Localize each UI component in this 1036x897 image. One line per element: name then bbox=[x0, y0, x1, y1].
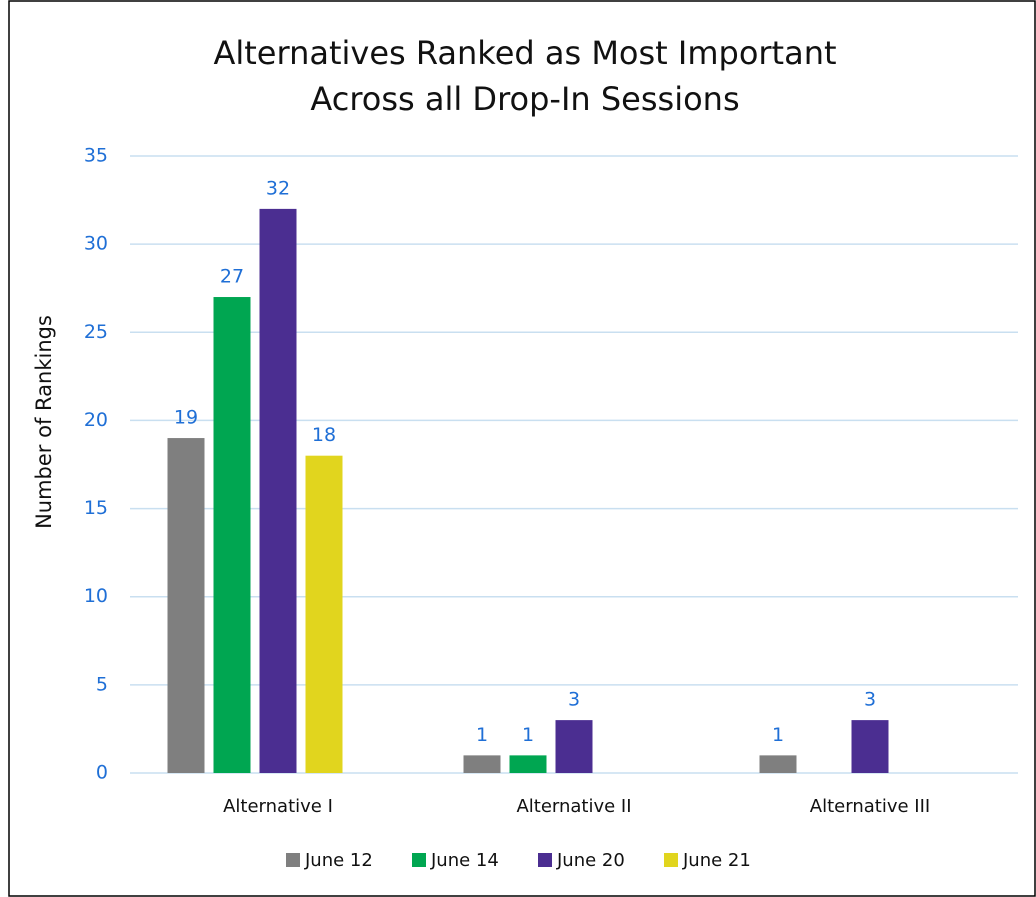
bar bbox=[759, 755, 797, 773]
legend-label: June 21 bbox=[682, 850, 751, 871]
bar bbox=[167, 438, 205, 773]
y-tick-label: 0 bbox=[96, 762, 108, 784]
bar bbox=[463, 755, 501, 773]
legend-swatch bbox=[286, 853, 300, 867]
legend-label: June 20 bbox=[556, 850, 625, 871]
value-label: 3 bbox=[568, 689, 580, 711]
legend-swatch bbox=[412, 853, 426, 867]
y-tick-label: 35 bbox=[84, 145, 108, 167]
y-tick-label: 20 bbox=[84, 409, 108, 431]
bar bbox=[555, 720, 593, 773]
chart-title: Alternatives Ranked as Most Important bbox=[213, 34, 836, 72]
value-label: 3 bbox=[864, 689, 876, 711]
value-label: 32 bbox=[266, 177, 290, 199]
chart-title: Across all Drop-In Sessions bbox=[310, 80, 739, 118]
x-tick-label: Alternative I bbox=[223, 796, 333, 817]
bar bbox=[509, 755, 547, 773]
value-label: 19 bbox=[174, 407, 198, 429]
bar bbox=[213, 297, 251, 773]
legend-swatch bbox=[538, 853, 552, 867]
x-tick-label: Alternative III bbox=[810, 796, 930, 817]
y-tick-label: 5 bbox=[96, 673, 108, 695]
value-label: 1 bbox=[476, 724, 488, 746]
y-axis-title: Number of Rankings bbox=[32, 315, 56, 529]
value-label: 18 bbox=[312, 424, 336, 446]
x-tick-label: Alternative II bbox=[516, 796, 631, 817]
legend-label: June 12 bbox=[304, 850, 373, 871]
value-label: 1 bbox=[772, 724, 784, 746]
value-label: 1 bbox=[522, 724, 534, 746]
legend-label: June 14 bbox=[430, 850, 499, 871]
legend-swatch bbox=[664, 853, 678, 867]
value-label: 27 bbox=[220, 266, 244, 288]
bar bbox=[305, 455, 343, 773]
y-tick-label: 30 bbox=[84, 233, 108, 255]
bar bbox=[851, 720, 889, 773]
y-tick-label: 25 bbox=[84, 321, 108, 343]
y-tick-label: 15 bbox=[84, 497, 108, 519]
bar bbox=[259, 208, 297, 773]
y-tick-label: 10 bbox=[84, 585, 108, 607]
